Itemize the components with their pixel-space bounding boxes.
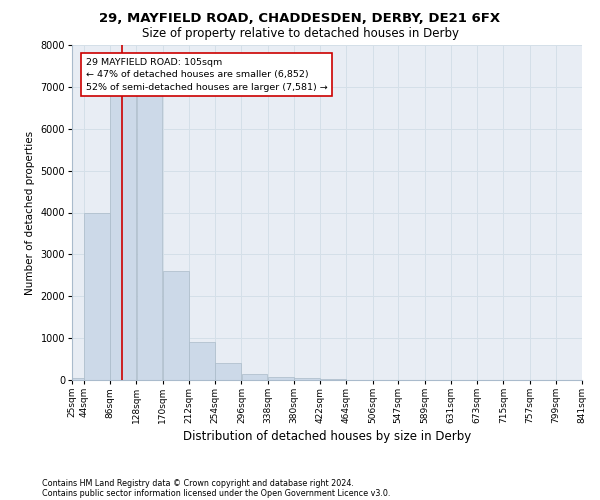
X-axis label: Distribution of detached houses by size in Derby: Distribution of detached houses by size … <box>183 430 471 444</box>
Bar <box>110 93 136 380</box>
Bar <box>189 342 215 380</box>
Text: Contains public sector information licensed under the Open Government Licence v3: Contains public sector information licen… <box>42 488 391 498</box>
Bar <box>215 363 241 380</box>
Bar <box>72 378 84 380</box>
Y-axis label: Number of detached properties: Number of detached properties <box>25 130 35 294</box>
Text: Size of property relative to detached houses in Derby: Size of property relative to detached ho… <box>142 28 458 40</box>
Bar <box>84 212 110 380</box>
Text: 29, MAYFIELD ROAD, CHADDESDEN, DERBY, DE21 6FX: 29, MAYFIELD ROAD, CHADDESDEN, DERBY, DE… <box>100 12 500 26</box>
Bar <box>137 93 163 380</box>
Bar <box>242 374 268 380</box>
Bar <box>294 378 320 380</box>
Bar <box>163 271 189 380</box>
Text: 29 MAYFIELD ROAD: 105sqm
← 47% of detached houses are smaller (6,852)
52% of sem: 29 MAYFIELD ROAD: 105sqm ← 47% of detach… <box>86 58 328 92</box>
Bar <box>268 376 294 380</box>
Text: Contains HM Land Registry data © Crown copyright and database right 2024.: Contains HM Land Registry data © Crown c… <box>42 478 354 488</box>
